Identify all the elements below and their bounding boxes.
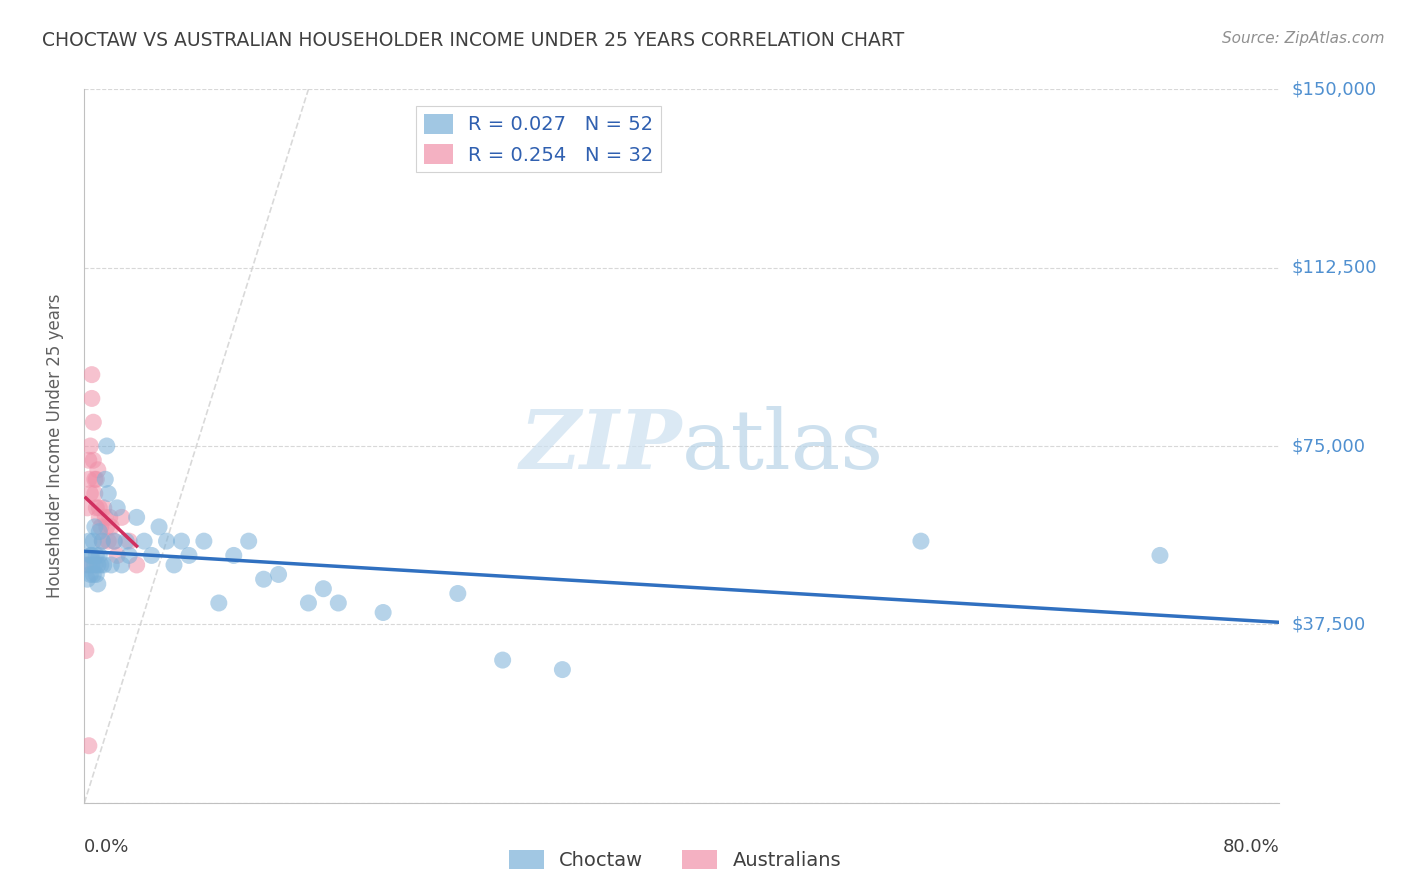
Point [170, 534, 193, 549]
Point [125, 558, 148, 572]
Point [111, 558, 134, 572]
Point [105, 500, 128, 515]
Point [105, 549, 128, 563]
Point [89, 510, 111, 524]
Point [447, 586, 470, 600]
Point [193, 534, 215, 549]
Point [83, 520, 105, 534]
Point [91, 534, 114, 549]
Point [111, 510, 134, 524]
Point [76, 500, 98, 515]
Point [77, 739, 100, 753]
Legend: Choctaw, Australians: Choctaw, Australians [501, 842, 849, 878]
Point [103, 534, 125, 549]
Point [79, 439, 101, 453]
Point [96, 520, 118, 534]
Point [87, 577, 110, 591]
Point [82, 453, 104, 467]
Point [89, 524, 111, 539]
Text: ZIP: ZIP [519, 406, 682, 486]
Point [90, 520, 112, 534]
Y-axis label: Householder Income Under 25 years: Householder Income Under 25 years [45, 293, 63, 599]
Point [80, 392, 103, 406]
Point [83, 486, 105, 500]
Point [79, 486, 101, 500]
Point [77, 558, 100, 572]
Point [89, 500, 111, 515]
Point [97, 534, 120, 549]
Point [328, 596, 350, 610]
Point [100, 520, 122, 534]
Point [86, 500, 108, 515]
Point [93, 558, 115, 572]
Point [86, 472, 108, 486]
Text: 0.0%: 0.0% [84, 838, 129, 856]
Point [82, 415, 104, 429]
Point [80, 558, 103, 572]
Point [253, 572, 276, 586]
Point [83, 472, 105, 486]
Point [118, 534, 141, 549]
Point [132, 534, 156, 549]
Point [77, 534, 100, 549]
Point [103, 534, 125, 549]
Point [80, 368, 103, 382]
Point [87, 463, 110, 477]
Text: Source: ZipAtlas.com: Source: ZipAtlas.com [1222, 31, 1385, 46]
Point [79, 549, 101, 563]
Text: CHOCTAW VS AUSTRALIAN HOUSEHOLDER INCOME UNDER 25 YEARS CORRELATION CHART: CHOCTAW VS AUSTRALIAN HOUSEHOLDER INCOME… [42, 31, 904, 50]
Point [141, 549, 163, 563]
Point [100, 558, 122, 572]
Point [82, 567, 104, 582]
Point [76, 572, 98, 586]
Point [97, 486, 120, 500]
Point [86, 567, 108, 582]
Point [148, 520, 170, 534]
Point [551, 663, 574, 677]
Text: atlas: atlas [682, 406, 884, 486]
Point [77, 472, 100, 486]
Point [238, 534, 260, 549]
Point [89, 549, 111, 563]
Point [98, 510, 121, 524]
Legend: R = 0.027   N = 52, R = 0.254   N = 32: R = 0.027 N = 52, R = 0.254 N = 32 [416, 106, 661, 172]
Point [75, 643, 97, 657]
Point [208, 596, 231, 610]
Point [80, 549, 103, 563]
Text: $112,500: $112,500 [1291, 259, 1376, 277]
Point [86, 549, 108, 563]
Point [94, 472, 117, 486]
Point [87, 558, 110, 572]
Point [125, 510, 148, 524]
Point [1149, 549, 1171, 563]
Text: $150,000: $150,000 [1291, 80, 1376, 98]
Point [492, 653, 515, 667]
Text: $37,500: $37,500 [1291, 615, 1365, 633]
Point [177, 549, 200, 563]
Point [222, 549, 245, 563]
Point [163, 558, 186, 572]
Point [267, 567, 290, 582]
Point [94, 510, 117, 524]
Point [82, 534, 104, 549]
Point [297, 596, 319, 610]
Point [79, 567, 101, 582]
Point [77, 453, 100, 467]
Point [115, 534, 138, 549]
Point [93, 500, 115, 515]
Point [83, 558, 105, 572]
Point [155, 534, 177, 549]
Text: 80.0%: 80.0% [1223, 838, 1279, 856]
Point [90, 558, 112, 572]
Point [91, 534, 114, 549]
Point [910, 534, 932, 549]
Point [118, 549, 141, 563]
Point [371, 606, 394, 620]
Point [312, 582, 335, 596]
Point [75, 558, 97, 572]
Text: $75,000: $75,000 [1291, 437, 1365, 455]
Point [96, 439, 118, 453]
